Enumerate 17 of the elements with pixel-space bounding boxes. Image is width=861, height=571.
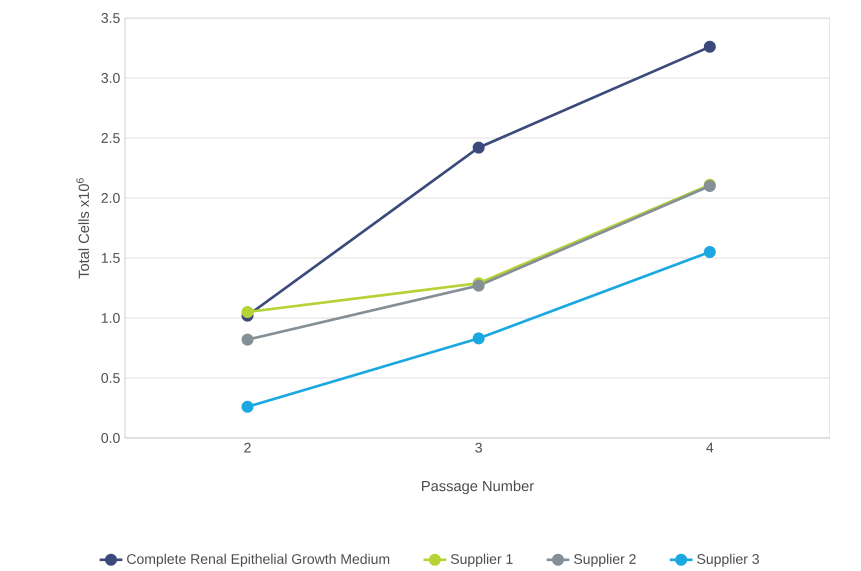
legend-label: Complete Renal Epithelial Growth Medium (127, 554, 390, 567)
y-tick-label: 2.5 (102, 132, 120, 143)
y-tick-label: 3.5 (101, 12, 120, 23)
x-tick-label: 3 (475, 442, 482, 453)
y-axis-title: Total Cells x10$^{6}$ (76, 178, 90, 278)
y-tick-label: 2.0 (102, 192, 120, 203)
y-tick-label: 1.0 (102, 312, 120, 323)
y-tick-label: 0.0 (101, 432, 120, 443)
legend-label: Supplier 1 (450, 554, 513, 567)
x-tick-label: 4 (706, 442, 714, 452)
y-tick-label: 1.5 (102, 253, 120, 263)
x-axis-title: Passage Number (422, 480, 534, 494)
y-tick-label: 0.5 (101, 372, 120, 383)
legend-label: Supplier 2 (574, 554, 636, 567)
x-tick-label: 2 (244, 442, 251, 452)
y-tick-label: 3.0 (101, 72, 120, 83)
legend-label: Supplier 3 (697, 554, 759, 567)
